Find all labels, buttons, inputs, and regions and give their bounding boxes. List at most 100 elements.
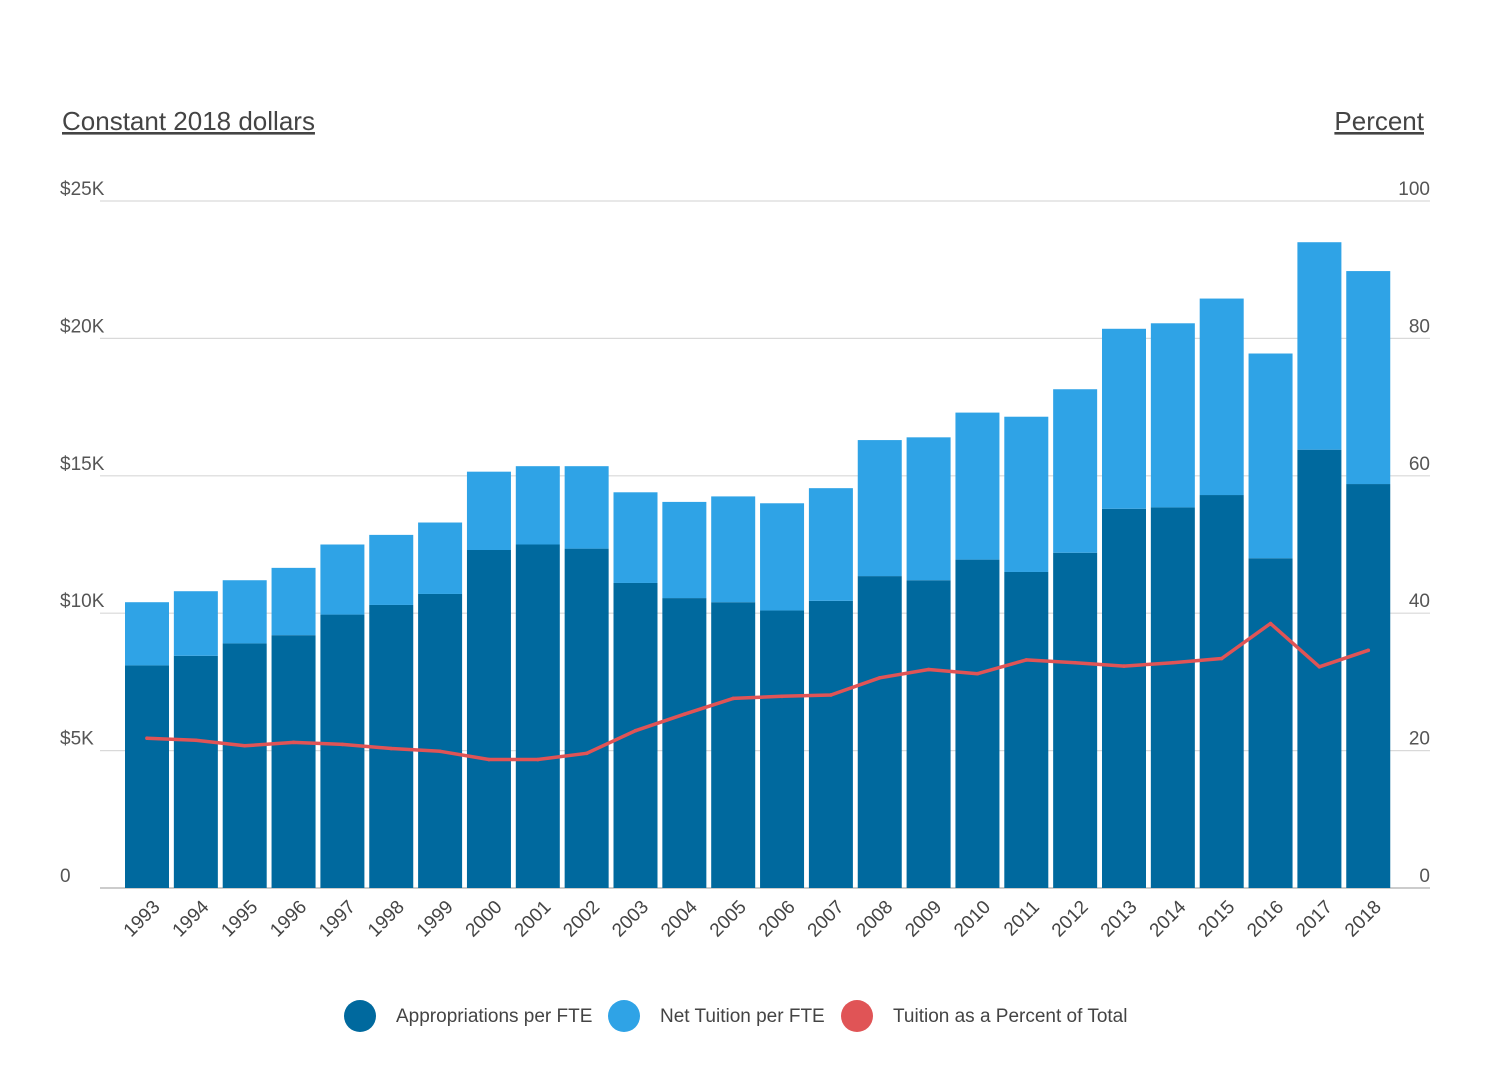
x-tick-label: 1998 bbox=[364, 897, 409, 942]
x-tick-label: 2004 bbox=[657, 896, 702, 941]
bar-net-tuition-2018 bbox=[1346, 271, 1391, 485]
bar-appropriations-1994 bbox=[173, 655, 218, 888]
x-tick-label: 1993 bbox=[120, 897, 165, 942]
percent-point-2000 bbox=[487, 757, 491, 762]
bar-appropriations-2012 bbox=[1053, 552, 1098, 888]
bar-appropriations-2008 bbox=[857, 576, 902, 888]
bar-net-tuition-2006 bbox=[760, 503, 805, 611]
bar-net-tuition-2011 bbox=[1004, 416, 1049, 572]
bar-net-tuition-2009 bbox=[906, 437, 951, 581]
legend-label-1: Net Tuition per FTE bbox=[660, 1006, 825, 1027]
x-tick-label: 1994 bbox=[169, 896, 214, 941]
percent-line bbox=[145, 621, 1371, 762]
bar-net-tuition-2007 bbox=[808, 488, 853, 601]
left-tick-label: $5K bbox=[60, 729, 94, 750]
percent-point-2008 bbox=[877, 675, 882, 680]
percent-point-2017 bbox=[1317, 664, 1322, 669]
x-tick-label: 1999 bbox=[413, 897, 458, 942]
percent-point-2012 bbox=[1073, 660, 1077, 665]
bar-net-tuition-2017 bbox=[1297, 242, 1342, 450]
bar-net-tuition-2012 bbox=[1053, 389, 1098, 553]
right-tick-label: 20 bbox=[1409, 729, 1430, 750]
percent-point-2003 bbox=[633, 728, 638, 733]
bar-net-tuition-2000 bbox=[466, 471, 511, 550]
bar-appropriations-2013 bbox=[1102, 508, 1146, 888]
x-tick-label: 2010 bbox=[950, 897, 995, 942]
bar-appropriations-1995 bbox=[222, 643, 267, 888]
bar-net-tuition-2001 bbox=[515, 466, 560, 545]
bar-net-tuition-2013 bbox=[1102, 328, 1146, 509]
x-tick-label: 2005 bbox=[706, 897, 751, 942]
bar-net-tuition-2014 bbox=[1150, 323, 1195, 508]
legend-label-2: Tuition as a Percent of Total bbox=[893, 1006, 1127, 1027]
x-tick-label: 2006 bbox=[755, 897, 800, 942]
x-tick-label: 2011 bbox=[1000, 897, 1044, 941]
percent-point-2010 bbox=[975, 671, 980, 676]
percent-point-1998 bbox=[389, 746, 394, 751]
bar-appropriations-2014 bbox=[1150, 507, 1195, 888]
bar-appropriations-2010 bbox=[955, 559, 1000, 888]
left-tick-label: $25K bbox=[60, 179, 105, 200]
percent-point-1997 bbox=[340, 742, 345, 747]
percent-point-2014 bbox=[1171, 660, 1175, 665]
left-tick-label: 0 bbox=[60, 866, 71, 887]
bar-appropriations-1999 bbox=[418, 593, 463, 888]
right-axis-ticks: 0 20 40 60 80 100 bbox=[1398, 179, 1430, 887]
right-tick-label: 60 bbox=[1409, 454, 1430, 475]
percent-point-1993 bbox=[145, 736, 149, 741]
x-tick-label: 2015 bbox=[1194, 897, 1239, 942]
bar-appropriations-2007 bbox=[808, 600, 853, 888]
x-tick-label: 2013 bbox=[1097, 897, 1142, 942]
bar-net-tuition-2003 bbox=[613, 492, 658, 583]
bar-appropriations-2011 bbox=[1004, 571, 1049, 888]
percent-point-1995 bbox=[242, 743, 247, 748]
bar-appropriations-2015 bbox=[1199, 495, 1244, 888]
bar-net-tuition-1997 bbox=[320, 544, 365, 615]
percent-point-2006 bbox=[780, 694, 784, 699]
left-tick-label: $15K bbox=[60, 454, 105, 475]
x-tick-label: 1996 bbox=[266, 897, 311, 942]
bar-net-tuition-1996 bbox=[271, 567, 316, 636]
percent-point-2001 bbox=[536, 757, 540, 762]
x-tick-label: 2003 bbox=[608, 897, 653, 942]
x-axis-labels: 1993 1994 1995 1996 1997 1998 1999 2000 2001 2002… bbox=[120, 896, 1386, 941]
percent-point-2018 bbox=[1366, 648, 1371, 653]
bar-appropriations-2005 bbox=[711, 602, 756, 888]
x-tick-label: 2018 bbox=[1341, 897, 1386, 942]
bar-net-tuition-1994 bbox=[173, 591, 218, 656]
legend-label-0: Appropriations per FTE bbox=[396, 1006, 592, 1027]
left-axis-ticks: 0 $5K $10K $15K $20K $25K bbox=[60, 179, 105, 887]
percent-point-2016 bbox=[1268, 621, 1273, 626]
x-tick-label: 2012 bbox=[1048, 897, 1093, 942]
x-tick-label: 2009 bbox=[901, 897, 946, 942]
left-axis-title: Constant 2018 dollars bbox=[62, 106, 315, 136]
percent-point-2004 bbox=[682, 712, 687, 716]
right-tick-label: 40 bbox=[1409, 591, 1430, 612]
percent-line-path bbox=[145, 621, 1371, 762]
bar-appropriations-2018 bbox=[1346, 484, 1391, 888]
bar-net-tuition-2002 bbox=[564, 466, 609, 549]
percent-point-2011 bbox=[1024, 658, 1029, 662]
x-tick-label: 2001 bbox=[511, 897, 556, 942]
bar-appropriations-2004 bbox=[662, 598, 707, 888]
bar-appropriations-2002 bbox=[564, 548, 609, 888]
bar-net-tuition-1995 bbox=[222, 580, 267, 644]
percent-point-2005 bbox=[731, 696, 735, 701]
bar-appropriations-2017 bbox=[1297, 449, 1342, 888]
bar-net-tuition-2016 bbox=[1248, 353, 1293, 559]
percent-point-1994 bbox=[194, 738, 198, 743]
bar-appropriations-2009 bbox=[906, 580, 951, 888]
bar-net-tuition-1999 bbox=[418, 522, 463, 594]
bar-net-tuition-1993 bbox=[125, 602, 169, 666]
x-tick-label: 2014 bbox=[1146, 896, 1191, 941]
legend-swatch-2 bbox=[841, 1000, 873, 1032]
right-tick-label: 100 bbox=[1398, 179, 1430, 200]
x-tick-label: 2008 bbox=[853, 897, 898, 942]
x-tick-label: 1997 bbox=[315, 897, 360, 942]
legend-swatch-1 bbox=[608, 1000, 640, 1032]
bar-net-tuition-2015 bbox=[1199, 298, 1244, 496]
left-tick-label: $10K bbox=[60, 591, 105, 612]
bar-appropriations-2001 bbox=[515, 544, 560, 888]
x-tick-label: 2017 bbox=[1292, 897, 1337, 942]
